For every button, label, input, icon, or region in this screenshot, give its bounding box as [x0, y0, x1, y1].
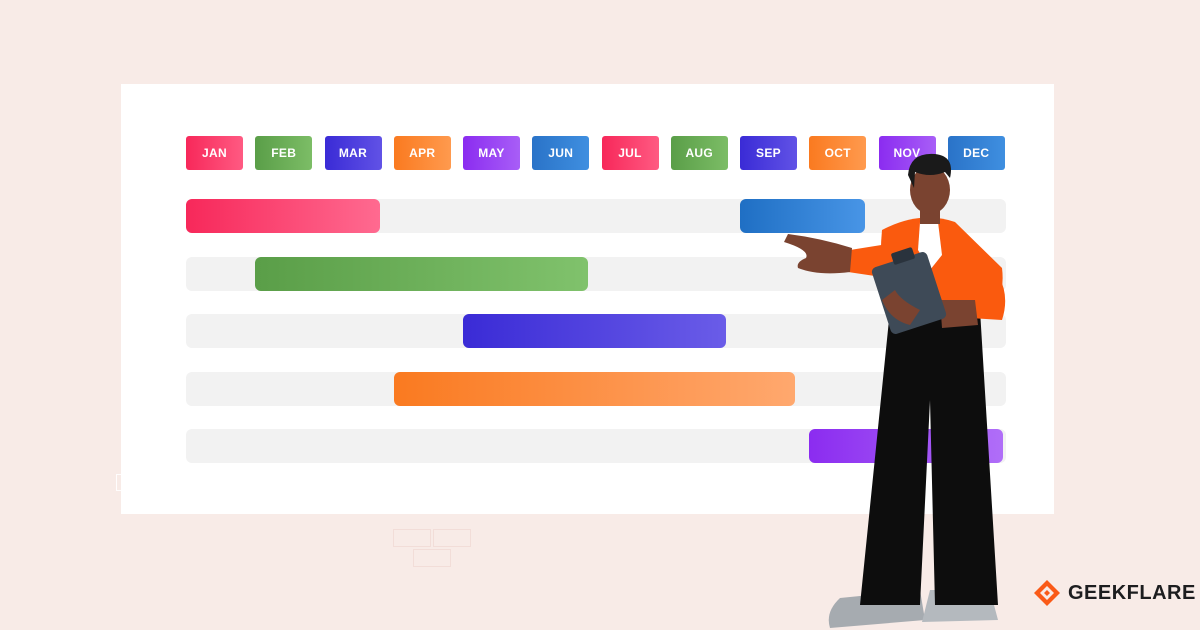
- month-jul: JUL: [601, 136, 659, 170]
- task-bar[interactable]: [393, 372, 796, 406]
- task-bar[interactable]: [255, 257, 588, 291]
- brand-name: GEEKFLARE: [1068, 581, 1196, 604]
- month-mar: MAR: [324, 136, 382, 170]
- deco-rect: [116, 474, 152, 491]
- brand-logo[interactable]: GEEKFLARE: [1032, 578, 1196, 608]
- task-bar[interactable]: [740, 199, 865, 233]
- deco-rect: [433, 529, 471, 547]
- month-apr: APR: [393, 136, 451, 170]
- deco-rect: [413, 549, 451, 567]
- month-feb: FEB: [255, 136, 313, 170]
- geekflare-logo-icon: [1034, 580, 1060, 606]
- month-oct: OCT: [809, 136, 867, 170]
- deco-rect: [393, 529, 431, 547]
- presenter-illustration: [784, 153, 1006, 628]
- month-aug: AUG: [670, 136, 728, 170]
- task-bar[interactable]: [463, 314, 727, 348]
- month-dec: DEC: [947, 136, 1005, 170]
- month-may: MAY: [463, 136, 520, 170]
- task-bar[interactable]: [186, 199, 380, 233]
- month-jun: JUN: [532, 136, 590, 170]
- month-jan: JAN: [186, 136, 243, 170]
- deco-rect: [135, 455, 173, 470]
- month-sep: SEP: [740, 136, 797, 170]
